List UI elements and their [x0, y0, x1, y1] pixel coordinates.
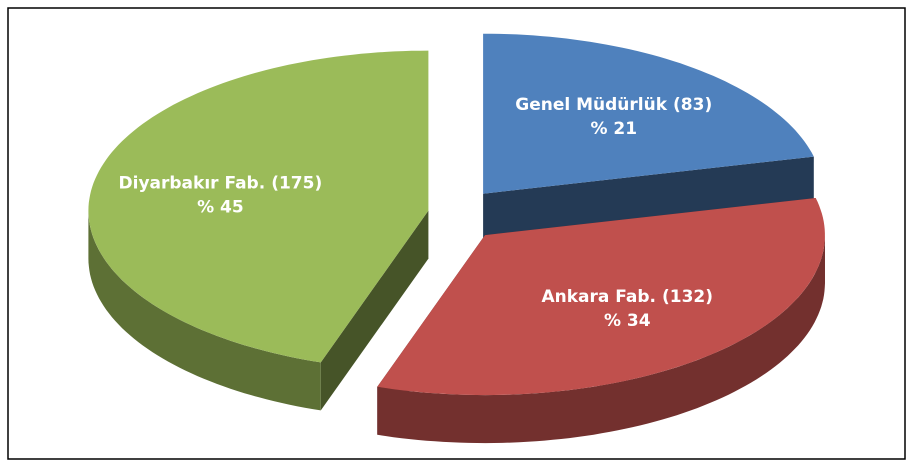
percent-label: % 34 — [604, 311, 651, 331]
data-label: Genel Müdürlük (83) — [515, 95, 712, 115]
category-label: Ankara Fab. — [541, 287, 656, 307]
category-label: Genel Müdürlük — [515, 95, 667, 115]
slice-side — [88, 210, 321, 411]
slice-top — [88, 50, 429, 363]
category-label: Diyarbakır Fab. — [119, 174, 266, 194]
percent-label: % 21 — [590, 119, 637, 139]
slice — [483, 33, 814, 242]
value-label: (175) — [271, 174, 322, 194]
slice-side — [377, 235, 825, 444]
value-label: (132) — [662, 287, 713, 307]
value-label: (83) — [673, 95, 712, 115]
data-label: Ankara Fab. (132) — [541, 287, 713, 307]
slice-wall — [320, 210, 429, 411]
slice-wall — [483, 156, 814, 242]
slice-top — [483, 33, 814, 194]
slice — [88, 50, 429, 411]
slice-top — [377, 198, 825, 396]
data-label: Diyarbakır Fab. (175) — [119, 174, 323, 194]
slice — [377, 198, 825, 444]
percent-label: % 45 — [197, 198, 244, 218]
